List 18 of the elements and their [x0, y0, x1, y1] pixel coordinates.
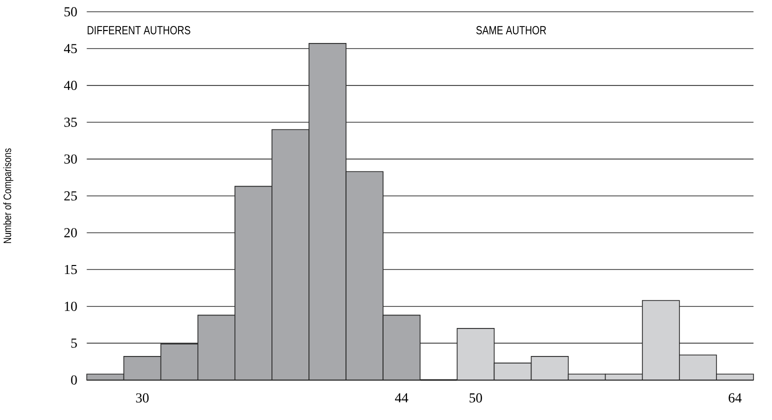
- x-tick-label: 30: [136, 393, 149, 402]
- y-tick-label: 5: [71, 338, 77, 348]
- y-tick-label: 0: [71, 375, 77, 385]
- x-tick-label: 44: [395, 393, 408, 402]
- y-tick-label: 20: [64, 228, 77, 238]
- y-tick-label: 30: [64, 154, 77, 164]
- y-tick-label: 25: [64, 191, 77, 200]
- y-tick-label: 50: [64, 7, 77, 16]
- x-tick-label: 50: [470, 393, 482, 402]
- y-axis-title: Number of Comparisons: [3, 148, 14, 243]
- x-tick-label: 64: [728, 393, 742, 402]
- y-tick-label: 10: [64, 302, 77, 311]
- y-tick-label: 15: [64, 264, 77, 274]
- annotation: DIFFERENT AUTHORS: [88, 26, 190, 34]
- y-tick-label: 35: [64, 118, 77, 127]
- y-tick-label: 45: [64, 44, 77, 54]
- y-tick-label: 40: [64, 80, 77, 90]
- annotation: SAME AUTHOR: [476, 26, 546, 34]
